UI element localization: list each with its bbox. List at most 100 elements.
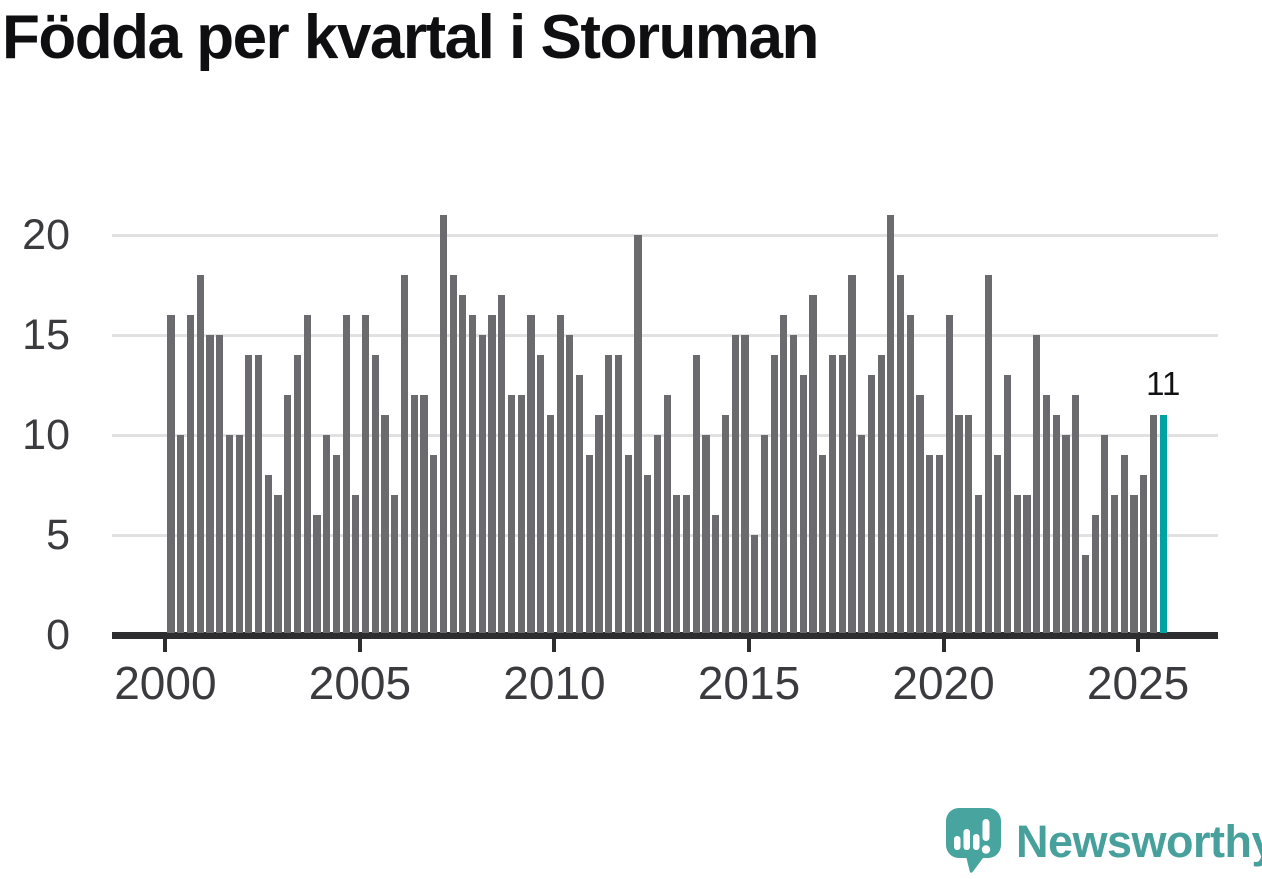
bar-2023-q4: [1091, 515, 1099, 633]
bar-2012-q1: [634, 235, 642, 633]
bar-2018-q1: [867, 375, 875, 633]
y-axis-label-5: 5: [46, 511, 70, 559]
bar-2010-q4: [585, 455, 593, 633]
bar-2002-q3: [264, 475, 272, 633]
bar-2007-q1: [439, 215, 448, 633]
gridline-y-15: [112, 333, 1218, 337]
bar-2000-q3: [186, 315, 195, 633]
bar-2015-q2: [760, 435, 768, 633]
bar-2000-q1: [167, 315, 175, 633]
bar-2011-q2: [605, 355, 613, 633]
bar-2008-q1: [478, 335, 486, 633]
newsworthy-logo-icon: [946, 808, 1001, 873]
bar-2006-q1: [400, 275, 409, 633]
x-axis-line: [112, 632, 1218, 639]
bar-2004-q3: [342, 315, 350, 633]
bar-2019-q2: [916, 395, 924, 633]
bar-2005-q1: [361, 315, 370, 633]
chart-title: Födda per kvartal i Storuman: [2, 3, 819, 72]
bar-2004-q1: [323, 435, 331, 633]
bar-2018-q3: [887, 215, 895, 633]
bar-2022-q2: [1033, 335, 1041, 633]
bar-2016-q4: [819, 455, 827, 633]
bar-2001-q1: [206, 335, 214, 633]
newsworthy-logo: Newsworthy: [946, 808, 1262, 876]
bar-2013-q4: [702, 435, 710, 633]
bar-2025-q3: [1159, 415, 1167, 633]
bar-2003-q4: [313, 515, 321, 633]
highlight-value-label: 11: [1146, 365, 1181, 402]
bar-2005-q2: [371, 355, 379, 633]
x-axis-label-2005: 2005: [308, 657, 412, 709]
x-axis-tick-2010: [552, 639, 557, 652]
bar-2022-q4: [1052, 415, 1060, 633]
y-axis-label-15: 15: [22, 311, 70, 359]
bar-2017-q1: [828, 355, 837, 633]
bar-2013-q2: [682, 495, 691, 633]
bar-2008-q2: [488, 315, 496, 633]
bar-2021-q3: [1003, 375, 1012, 633]
bar-2009-q2: [527, 315, 535, 633]
bar-2018-q4: [896, 275, 905, 633]
bar-2004-q4: [352, 495, 360, 633]
bar-2005-q4: [391, 495, 399, 633]
bar-2018-q2: [877, 355, 885, 633]
bar-2023-q3: [1081, 555, 1089, 633]
bar-2020-q3: [965, 415, 973, 633]
bar-2011-q1: [595, 415, 603, 633]
bar-2010-q2: [566, 335, 574, 633]
bar-2019-q1: [906, 315, 914, 633]
bar-2002-q2: [254, 355, 263, 633]
bar-2015-q1: [751, 535, 759, 633]
bar-2012-q4: [663, 395, 671, 633]
x-axis-label-2020: 2020: [892, 657, 995, 709]
bar-2017-q2: [838, 355, 846, 633]
y-axis-label-20: 20: [22, 211, 70, 259]
x-axis-label-2015: 2015: [697, 657, 801, 709]
x-axis-tick-2015: [747, 639, 752, 652]
bar-2007-q4: [468, 315, 477, 633]
bar-2017-q4: [858, 435, 866, 633]
bar-2000-q2: [177, 435, 185, 633]
bar-2024-q2: [1110, 495, 1119, 633]
bar-2010-q1: [556, 315, 564, 633]
bar-2014-q1: [712, 515, 720, 633]
bar-2009-q1: [517, 395, 525, 633]
bar-2020-q1: [945, 315, 953, 633]
bar-2000-q4: [196, 275, 204, 633]
bar-2013-q1: [673, 495, 681, 633]
bar-2001-q4: [235, 435, 243, 633]
bar-2003-q1: [284, 395, 292, 633]
bar-2012-q3: [653, 435, 662, 633]
x-axis-tick-2020: [941, 639, 946, 652]
bar-2003-q3: [303, 315, 311, 633]
bar-2022-q1: [1023, 495, 1031, 633]
y-axis-label-10: 10: [22, 411, 70, 459]
bar-2006-q3: [420, 395, 428, 633]
bar-2009-q3: [537, 355, 545, 633]
bar-2001-q2: [216, 335, 224, 633]
bar-2009-q4: [546, 415, 555, 633]
x-axis-tick-2005: [357, 639, 362, 652]
x-axis-tick-2000: [163, 639, 168, 652]
bar-2005-q3: [381, 415, 389, 633]
bar-2007-q3: [459, 295, 467, 633]
bar-2025-q2: [1149, 415, 1158, 633]
x-axis-label-2000: 2000: [114, 657, 217, 709]
bar-2001-q3: [225, 435, 234, 633]
bar-2015-q3: [770, 355, 778, 633]
bar-2010-q3: [575, 375, 584, 633]
x-axis-label-2010: 2010: [503, 657, 606, 709]
bar-2024-q1: [1101, 435, 1109, 633]
bar-2015-q4: [780, 315, 788, 633]
bar-2024-q3: [1120, 455, 1128, 633]
bar-2003-q2: [293, 355, 302, 633]
bar-2014-q2: [721, 415, 730, 633]
bar-2014-q3: [731, 335, 739, 633]
x-axis-label-2025: 2025: [1086, 657, 1190, 709]
bar-2019-q3: [926, 455, 934, 633]
bar-2011-q3: [614, 355, 623, 633]
bar-2020-q2: [955, 415, 963, 633]
